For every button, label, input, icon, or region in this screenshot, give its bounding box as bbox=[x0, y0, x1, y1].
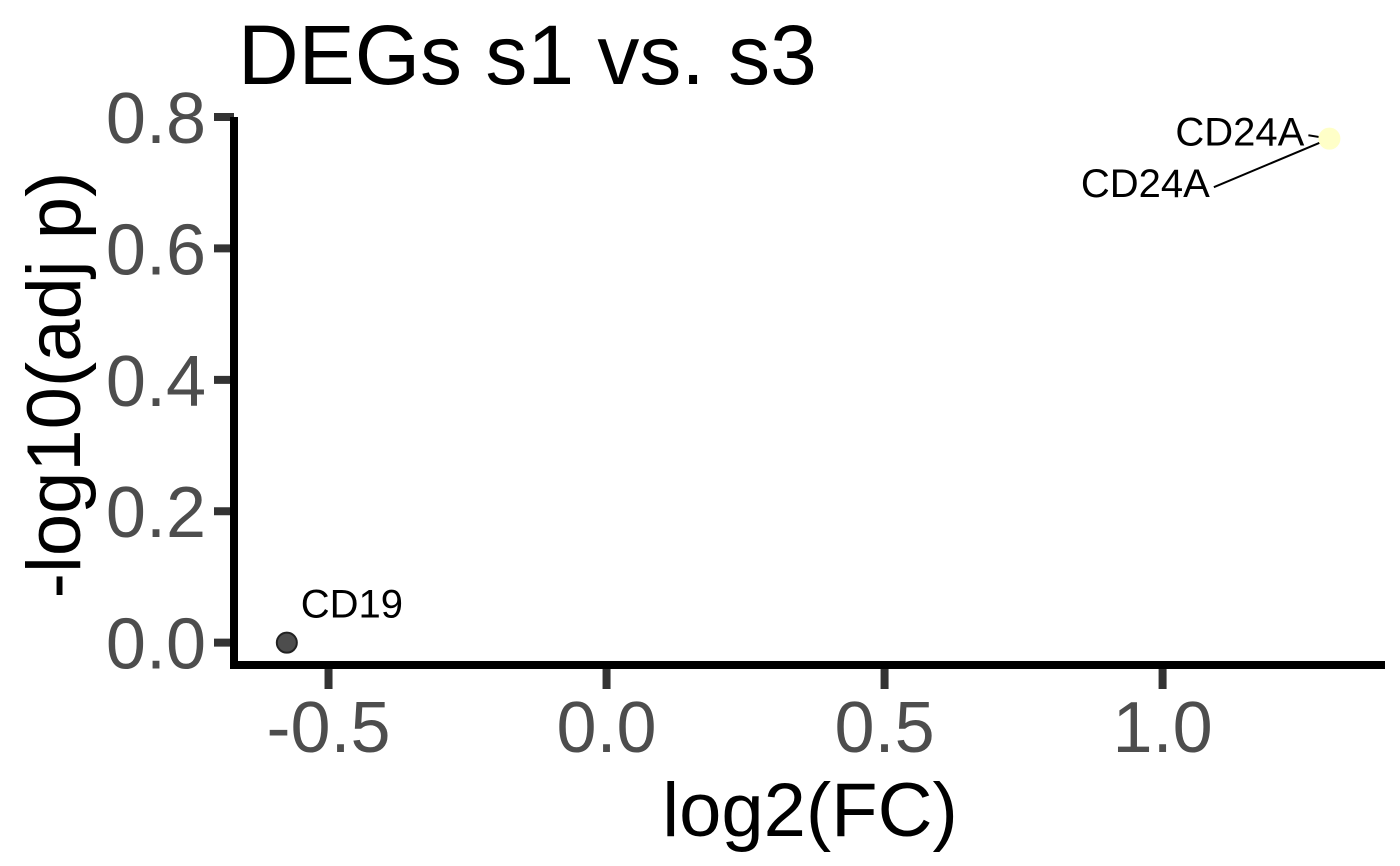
x-axis-ticks: -0.5 0.0 0.5 1.0 bbox=[266, 665, 1213, 768]
x-tick-label: -0.5 bbox=[266, 688, 390, 768]
data-point bbox=[1318, 127, 1341, 150]
label-connector bbox=[1213, 137, 1330, 189]
point-labels: CD19 CD24A CD24A bbox=[301, 110, 1305, 626]
data-points bbox=[275, 127, 1341, 654]
y-tick-label: 0.0 bbox=[106, 605, 206, 685]
y-tick-label: 0.2 bbox=[106, 473, 206, 553]
point-label: CD19 bbox=[301, 583, 403, 627]
y-axis-ticks: 0.0 0.2 0.4 0.6 0.8 bbox=[106, 79, 234, 685]
y-axis-title: -log10(adj p) bbox=[12, 172, 97, 599]
point-label: CD24A bbox=[1081, 162, 1210, 206]
y-tick-label: 0.4 bbox=[106, 342, 206, 422]
chart-title: DEGs s1 vs. s3 bbox=[238, 8, 817, 102]
point-label: CD24A bbox=[1175, 110, 1304, 154]
data-point bbox=[275, 631, 298, 654]
x-axis-title: log2(FC) bbox=[662, 768, 958, 853]
y-tick-label: 0.8 bbox=[106, 79, 206, 159]
x-tick-label: 0.5 bbox=[835, 688, 935, 768]
x-tick-label: 1.0 bbox=[1113, 688, 1213, 768]
y-tick-label: 0.6 bbox=[106, 210, 206, 290]
x-tick-label: 0.0 bbox=[556, 688, 656, 768]
